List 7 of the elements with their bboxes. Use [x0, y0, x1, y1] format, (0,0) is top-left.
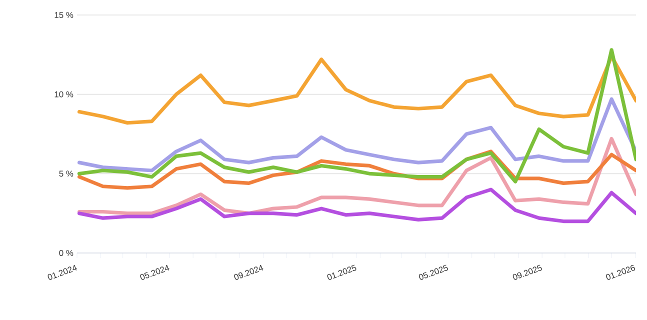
- line-series: [77, 188, 636, 224]
- y-tick-label: 0 %: [59, 250, 74, 256]
- y-tick-label: 15 %: [54, 12, 74, 18]
- line-series: [77, 136, 636, 216]
- y-tick-label: 5 %: [59, 170, 74, 177]
- y-tick-label: 10 %: [54, 91, 74, 98]
- line-series: [77, 48, 636, 184]
